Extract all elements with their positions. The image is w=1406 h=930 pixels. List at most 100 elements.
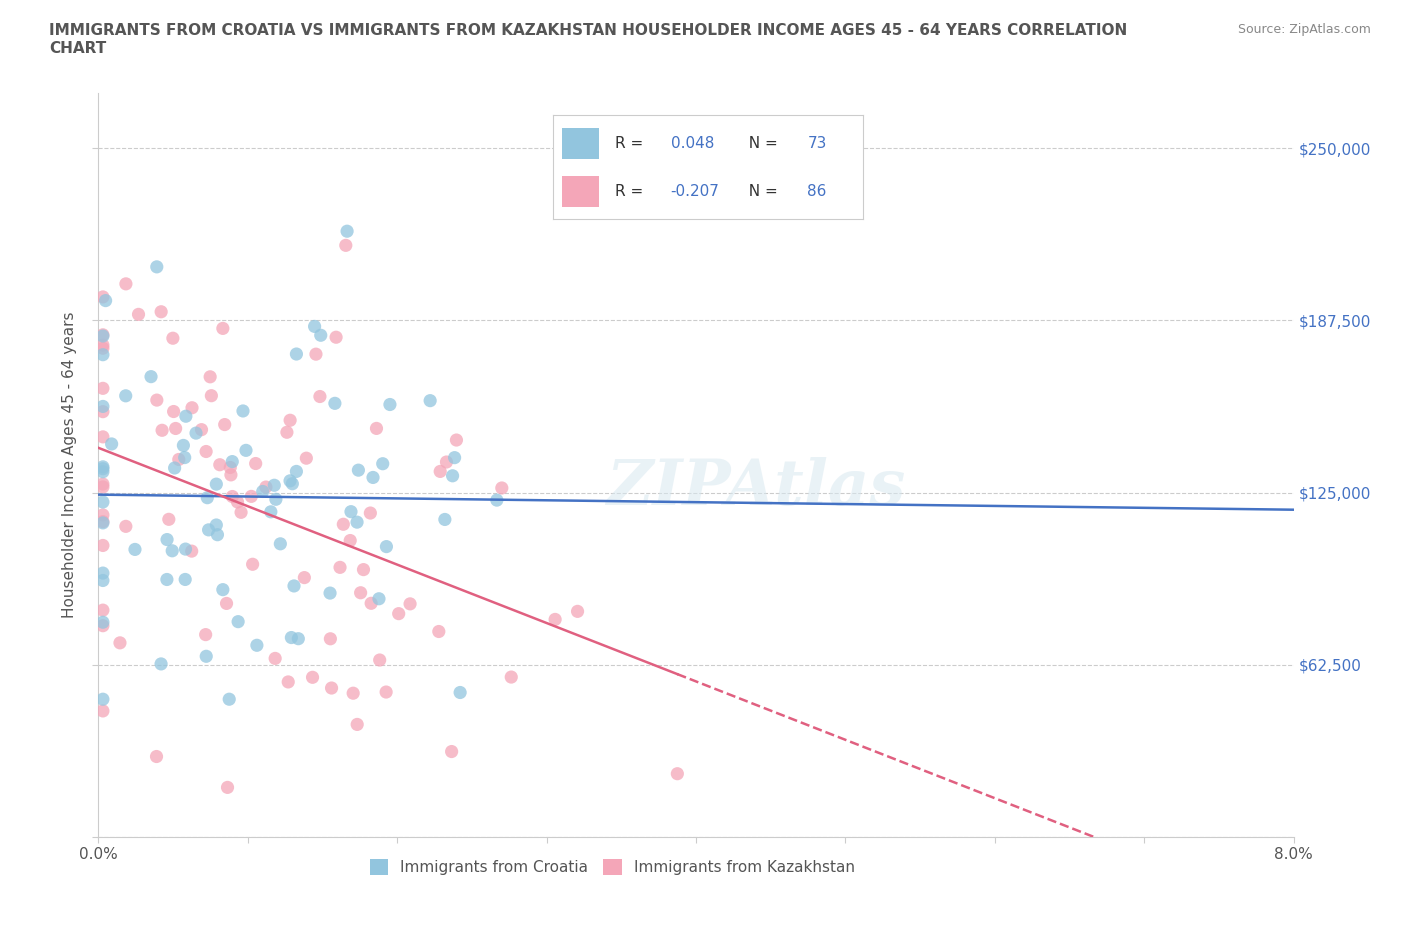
Point <box>114 389 136 404</box>
Point <box>91 381 114 396</box>
Point <box>449 685 471 700</box>
Point <box>91 618 114 633</box>
Point <box>252 484 274 498</box>
Point <box>292 570 315 585</box>
Point <box>235 443 257 458</box>
Point <box>346 514 368 529</box>
Point <box>173 450 195 465</box>
Point <box>501 670 523 684</box>
Point <box>115 276 138 291</box>
Point <box>378 397 401 412</box>
Point <box>281 476 304 491</box>
Point <box>242 557 264 572</box>
Point <box>368 591 391 606</box>
Point <box>264 492 287 507</box>
Point <box>162 331 184 346</box>
Point <box>285 464 308 479</box>
Text: ZIPAtlas: ZIPAtlas <box>606 457 905 518</box>
Point <box>91 399 114 414</box>
Text: Source: ZipAtlas.com: Source: ZipAtlas.com <box>1237 23 1371 36</box>
Point <box>433 512 456 527</box>
Point <box>91 461 114 476</box>
Point <box>91 573 114 588</box>
Point <box>163 460 186 475</box>
Point <box>666 766 689 781</box>
Point <box>309 327 332 342</box>
Point <box>375 684 398 699</box>
Point <box>325 330 347 345</box>
Text: IMMIGRANTS FROM CROATIA VS IMMIGRANTS FROM KAZAKHSTAN HOUSEHOLDER INCOME AGES 45: IMMIGRANTS FROM CROATIA VS IMMIGRANTS FR… <box>49 23 1128 56</box>
Point <box>174 409 197 424</box>
Point <box>219 468 242 483</box>
Point <box>427 624 450 639</box>
Point <box>269 537 291 551</box>
Point <box>441 469 464 484</box>
Point <box>245 456 267 471</box>
Point <box>91 603 114 618</box>
Point <box>91 405 114 419</box>
Point <box>323 396 346 411</box>
Point <box>263 478 285 493</box>
Point <box>359 506 381 521</box>
Point <box>157 512 180 526</box>
Point <box>211 582 233 597</box>
Point <box>150 304 173 319</box>
Point <box>360 596 382 611</box>
Point <box>278 413 301 428</box>
Point <box>91 615 114 630</box>
Point <box>287 631 309 646</box>
Point <box>91 703 114 718</box>
Point <box>91 338 114 352</box>
Point <box>339 533 361 548</box>
Point <box>208 458 231 472</box>
Point <box>347 463 370 478</box>
Point <box>156 532 179 547</box>
Point <box>349 585 371 600</box>
Point <box>91 538 114 553</box>
Point <box>329 560 352 575</box>
Point <box>219 460 242 475</box>
Point <box>218 692 240 707</box>
Point <box>342 685 364 700</box>
Point <box>446 432 468 447</box>
Point <box>174 541 197 556</box>
Point <box>146 392 169 407</box>
Point <box>215 596 238 611</box>
Point <box>226 495 249 510</box>
Point <box>353 562 375 577</box>
Point <box>335 238 357 253</box>
Point <box>195 649 218 664</box>
Point <box>371 457 394 472</box>
Point <box>91 347 114 362</box>
Point <box>91 692 114 707</box>
Point <box>172 438 194 453</box>
Legend: Immigrants from Croatia, Immigrants from Kazakhstan: Immigrants from Croatia, Immigrants from… <box>364 853 860 882</box>
Point <box>180 544 202 559</box>
Point <box>91 476 114 491</box>
Point <box>544 612 567 627</box>
Point <box>295 451 318 466</box>
Point <box>375 539 398 554</box>
Point <box>145 749 167 764</box>
Point <box>276 425 298 440</box>
Y-axis label: Householder Income Ages 45 - 64 years: Householder Income Ages 45 - 64 years <box>62 312 77 618</box>
Point <box>91 430 114 445</box>
Point <box>160 543 183 558</box>
Point <box>240 489 263 504</box>
Point <box>254 480 277 495</box>
Point <box>332 517 354 532</box>
Point <box>491 481 513 496</box>
Point <box>246 638 269 653</box>
Point <box>94 293 117 308</box>
Point <box>304 319 326 334</box>
Point <box>205 518 228 533</box>
Point <box>221 454 243 469</box>
Point <box>91 495 114 510</box>
Point <box>91 328 114 343</box>
Point <box>336 224 359 239</box>
Point <box>301 670 323 684</box>
Point <box>212 321 235 336</box>
Point <box>278 473 301 488</box>
Point <box>361 470 384 485</box>
Point <box>321 681 343 696</box>
